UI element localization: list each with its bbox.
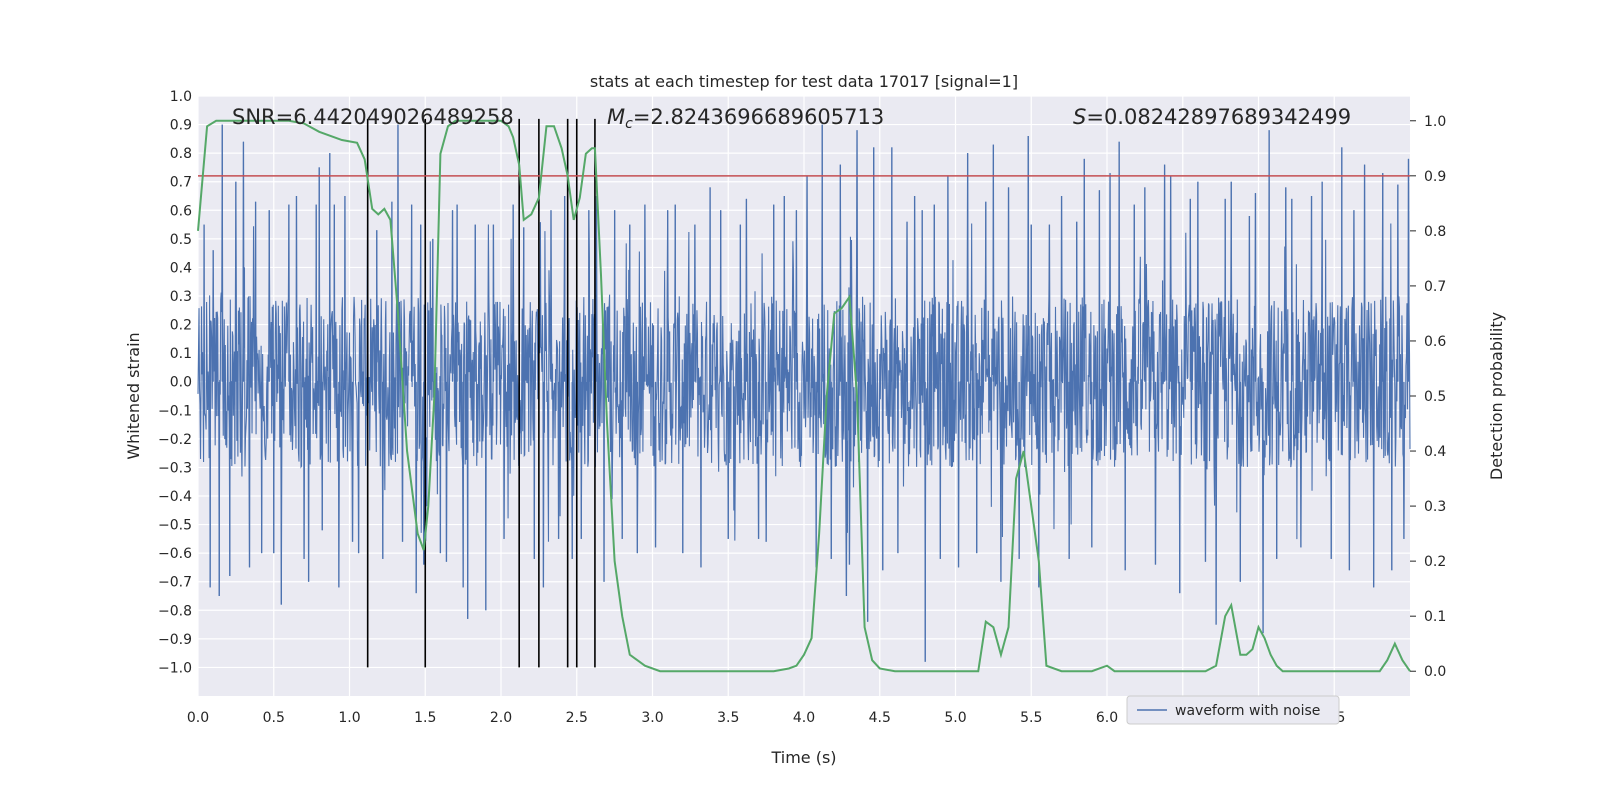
y-tick-label: −0.9 <box>158 632 192 648</box>
x-tick-label: 4.5 <box>869 710 891 726</box>
y-tick-label: 0.4 <box>170 260 192 276</box>
y-tick-label: 0.6 <box>170 203 192 219</box>
mc-subscript: c <box>625 116 633 132</box>
x-tick-label: 5.5 <box>1020 710 1042 726</box>
probability-line <box>197 119 1411 673</box>
chirp-mass-annotation: Mc=2.8243696689605713 <box>607 105 884 132</box>
legend-label-waveform: waveform with noise <box>1175 703 1320 719</box>
x-tick-label: 2.0 <box>490 710 512 726</box>
y-tick-label: 1.0 <box>170 89 192 105</box>
snr-annotation: SNR=6.442049026489258 <box>232 105 514 129</box>
ticks: 0.00.51.01.52.02.53.03.54.04.55.05.56.06… <box>158 89 1446 726</box>
legend-box <box>1126 695 1340 725</box>
x-tick-label: 4.0 <box>793 710 815 726</box>
y-tick-label: 0.7 <box>170 175 192 191</box>
y-tick-label: −1.0 <box>158 660 192 676</box>
x-tick-label: 5.0 <box>944 710 966 726</box>
y-tick-label: 0.1 <box>170 346 192 362</box>
y2-tick-label: 0.8 <box>1424 224 1446 240</box>
y-tick-label: −0.4 <box>158 489 192 505</box>
y2-tick-label: 0.6 <box>1424 334 1446 350</box>
y2-tick-label: 0.5 <box>1424 389 1446 405</box>
s-value: =0.08242897689342499 <box>1086 105 1351 129</box>
y-tick-label: 0.8 <box>170 146 192 162</box>
y-tick-label: −0.3 <box>158 460 192 476</box>
probability-series <box>197 119 1411 673</box>
y-tick-label: 0.3 <box>170 289 192 305</box>
y-tick-label: −0.6 <box>158 546 192 562</box>
y-tick-label: −0.1 <box>158 403 192 419</box>
y2-tick-label: 0.9 <box>1424 169 1446 185</box>
y-tick-label: 0.5 <box>170 232 192 248</box>
x-tick-label: 3.0 <box>641 710 663 726</box>
s-symbol: S <box>1073 105 1086 129</box>
mc-value: =2.8243696689605713 <box>633 105 884 129</box>
y2-axis-label: Detection probability <box>1487 312 1506 480</box>
y-tick-label: −0.5 <box>158 518 192 534</box>
y2-tick-label: 0.3 <box>1424 499 1446 515</box>
mc-symbol: M <box>607 105 625 129</box>
x-tick-label: 1.0 <box>338 710 360 726</box>
y-tick-label: −0.2 <box>158 432 192 448</box>
waveform-line <box>197 124 1411 662</box>
x-tick-label: 6.0 <box>1096 710 1118 726</box>
legend: waveform with noise <box>1126 695 1340 725</box>
y-tick-label: −0.7 <box>158 575 192 591</box>
y-tick-label: 0.2 <box>170 318 192 334</box>
x-axis-label: Time (s) <box>770 748 836 767</box>
y-tick-label: −0.8 <box>158 603 192 619</box>
y2-tick-label: 0.0 <box>1424 664 1446 680</box>
s-annotation: S=0.08242897689342499 <box>1073 105 1351 129</box>
y2-tick-label: 0.4 <box>1424 444 1446 460</box>
y2-tick-label: 0.1 <box>1424 609 1446 625</box>
y-tick-label: 0.9 <box>170 118 192 134</box>
y2-tick-label: 0.7 <box>1424 279 1446 295</box>
x-tick-label: 1.5 <box>414 710 436 726</box>
y2-tick-label: 0.2 <box>1424 554 1446 570</box>
x-tick-label: 0.5 <box>263 710 285 726</box>
waveform-series <box>197 124 1411 662</box>
x-tick-label: 2.5 <box>566 710 588 726</box>
y2-tick-label: 1.0 <box>1424 114 1446 130</box>
x-tick-label: 3.5 <box>717 710 739 726</box>
chart-title: stats at each timestep for test data 170… <box>590 72 1018 91</box>
y-tick-label: 0.0 <box>170 375 192 391</box>
y-axis-label: Whitened strain <box>124 332 143 459</box>
x-tick-label: 0.0 <box>187 710 209 726</box>
